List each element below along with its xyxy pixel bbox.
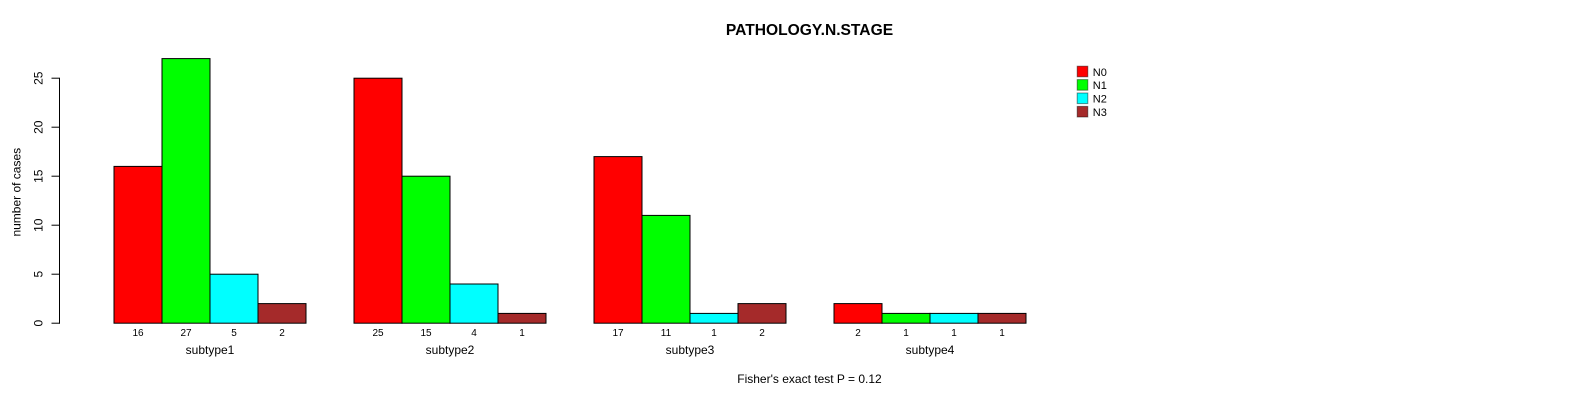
svg-text:10: 10 [31,218,45,232]
svg-text:N2: N2 [1093,94,1107,106]
svg-text:5: 5 [231,328,237,339]
svg-text:11: 11 [661,328,672,339]
svg-text:PATHOLOGY.N.STAGE: PATHOLOGY.N.STAGE [726,22,893,39]
svg-text:1: 1 [999,328,1005,339]
svg-text:subtype1: subtype1 [186,343,235,357]
svg-text:2: 2 [759,328,765,339]
svg-text:subtype3: subtype3 [666,343,715,357]
svg-text:1: 1 [519,328,525,339]
svg-text:2: 2 [855,328,861,339]
svg-text:Fisher's exact test P = 0.12: Fisher's exact test P = 0.12 [737,372,882,386]
svg-text:2: 2 [279,328,285,339]
svg-text:N1: N1 [1093,80,1107,92]
svg-text:16: 16 [132,328,144,339]
svg-text:25: 25 [31,71,45,85]
svg-text:0: 0 [31,320,45,327]
svg-text:number of cases: number of cases [10,148,24,237]
svg-text:N0: N0 [1093,67,1107,79]
svg-text:15: 15 [31,169,45,183]
svg-text:subtype2: subtype2 [426,343,475,357]
svg-text:4: 4 [471,328,477,339]
svg-text:1: 1 [711,328,717,339]
svg-text:1: 1 [951,328,957,339]
svg-text:27: 27 [180,328,192,339]
svg-text:1: 1 [903,328,909,339]
svg-text:20: 20 [31,120,45,134]
svg-text:25: 25 [372,328,384,339]
svg-text:5: 5 [31,271,45,278]
svg-text:15: 15 [420,328,432,339]
svg-text:N3: N3 [1093,107,1107,119]
svg-text:subtype4: subtype4 [906,343,955,357]
svg-text:17: 17 [612,328,624,339]
